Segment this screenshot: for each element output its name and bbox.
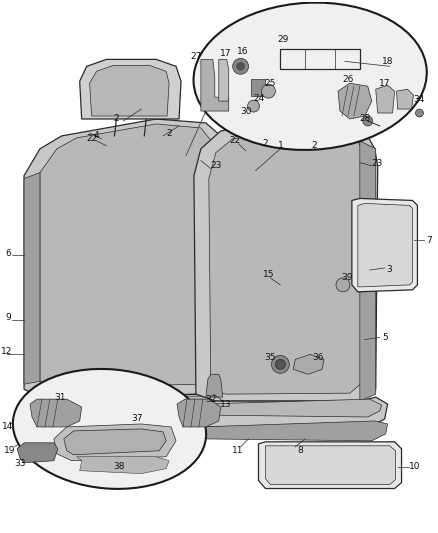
Text: 10: 10 — [409, 462, 420, 471]
Text: 11: 11 — [232, 446, 244, 455]
Text: 9: 9 — [5, 313, 11, 322]
Text: 16: 16 — [237, 47, 248, 56]
Polygon shape — [265, 446, 396, 484]
Circle shape — [272, 356, 289, 373]
Text: 2: 2 — [263, 139, 268, 148]
Polygon shape — [30, 396, 219, 414]
Text: 15: 15 — [263, 270, 274, 279]
Ellipse shape — [13, 369, 206, 489]
Text: 33: 33 — [14, 459, 26, 468]
Text: 27: 27 — [190, 52, 201, 61]
Polygon shape — [338, 83, 372, 119]
Circle shape — [237, 62, 244, 70]
Polygon shape — [24, 119, 223, 397]
Polygon shape — [201, 421, 388, 441]
Text: 6: 6 — [5, 248, 11, 257]
Polygon shape — [227, 56, 358, 119]
Text: 30: 30 — [240, 107, 251, 116]
Circle shape — [247, 100, 259, 112]
Text: 14: 14 — [1, 423, 13, 431]
Text: 24: 24 — [253, 94, 264, 103]
Text: 32: 32 — [205, 394, 216, 403]
Polygon shape — [376, 85, 395, 113]
Polygon shape — [237, 63, 346, 116]
Polygon shape — [177, 399, 221, 427]
Polygon shape — [258, 442, 402, 489]
Polygon shape — [40, 124, 213, 387]
Circle shape — [276, 359, 285, 369]
Polygon shape — [17, 443, 58, 463]
Text: 23: 23 — [371, 159, 382, 168]
Polygon shape — [201, 59, 229, 111]
Text: 8: 8 — [297, 446, 303, 455]
Polygon shape — [251, 79, 265, 96]
Text: 2: 2 — [166, 130, 172, 139]
Text: 18: 18 — [382, 57, 393, 66]
Text: 1: 1 — [278, 141, 283, 150]
Polygon shape — [77, 457, 169, 474]
Text: 26: 26 — [342, 75, 353, 84]
Text: 13: 13 — [220, 400, 231, 409]
Polygon shape — [24, 394, 223, 427]
Text: 12: 12 — [0, 347, 12, 356]
Polygon shape — [293, 354, 324, 374]
Circle shape — [233, 59, 248, 74]
Text: 36: 36 — [312, 353, 324, 362]
Polygon shape — [360, 141, 376, 401]
Polygon shape — [352, 198, 417, 292]
Text: 35: 35 — [265, 353, 276, 362]
Polygon shape — [90, 66, 169, 116]
Circle shape — [336, 278, 350, 292]
Polygon shape — [24, 173, 40, 384]
Text: 3: 3 — [387, 265, 392, 274]
Polygon shape — [32, 419, 226, 436]
Text: 17: 17 — [220, 49, 231, 58]
Polygon shape — [396, 89, 413, 109]
Ellipse shape — [194, 3, 427, 150]
Text: 7: 7 — [427, 236, 432, 245]
Text: 31: 31 — [54, 393, 66, 402]
Text: 34: 34 — [414, 95, 425, 103]
Text: 2: 2 — [311, 141, 317, 150]
Polygon shape — [201, 399, 381, 417]
Polygon shape — [64, 429, 166, 455]
Text: 39: 39 — [341, 273, 353, 282]
Circle shape — [363, 116, 373, 126]
Text: 19: 19 — [4, 446, 16, 455]
Polygon shape — [54, 424, 176, 461]
Text: 28: 28 — [359, 115, 371, 124]
Text: 17: 17 — [379, 79, 390, 88]
Text: 25: 25 — [265, 79, 276, 88]
Text: 22: 22 — [229, 136, 240, 146]
Text: 29: 29 — [278, 35, 289, 44]
Text: 38: 38 — [114, 462, 125, 471]
Polygon shape — [80, 59, 181, 119]
Polygon shape — [206, 374, 223, 397]
Polygon shape — [30, 399, 81, 427]
Text: 23: 23 — [210, 161, 222, 170]
Text: 4: 4 — [94, 131, 99, 140]
Polygon shape — [194, 119, 378, 401]
Circle shape — [416, 109, 424, 117]
Polygon shape — [209, 129, 366, 394]
Polygon shape — [358, 204, 413, 287]
Circle shape — [261, 84, 276, 98]
Polygon shape — [196, 397, 388, 427]
Text: 22: 22 — [86, 134, 97, 143]
Polygon shape — [219, 59, 229, 101]
Text: 5: 5 — [382, 333, 388, 342]
Text: 2: 2 — [113, 115, 119, 124]
Text: 37: 37 — [131, 415, 143, 424]
